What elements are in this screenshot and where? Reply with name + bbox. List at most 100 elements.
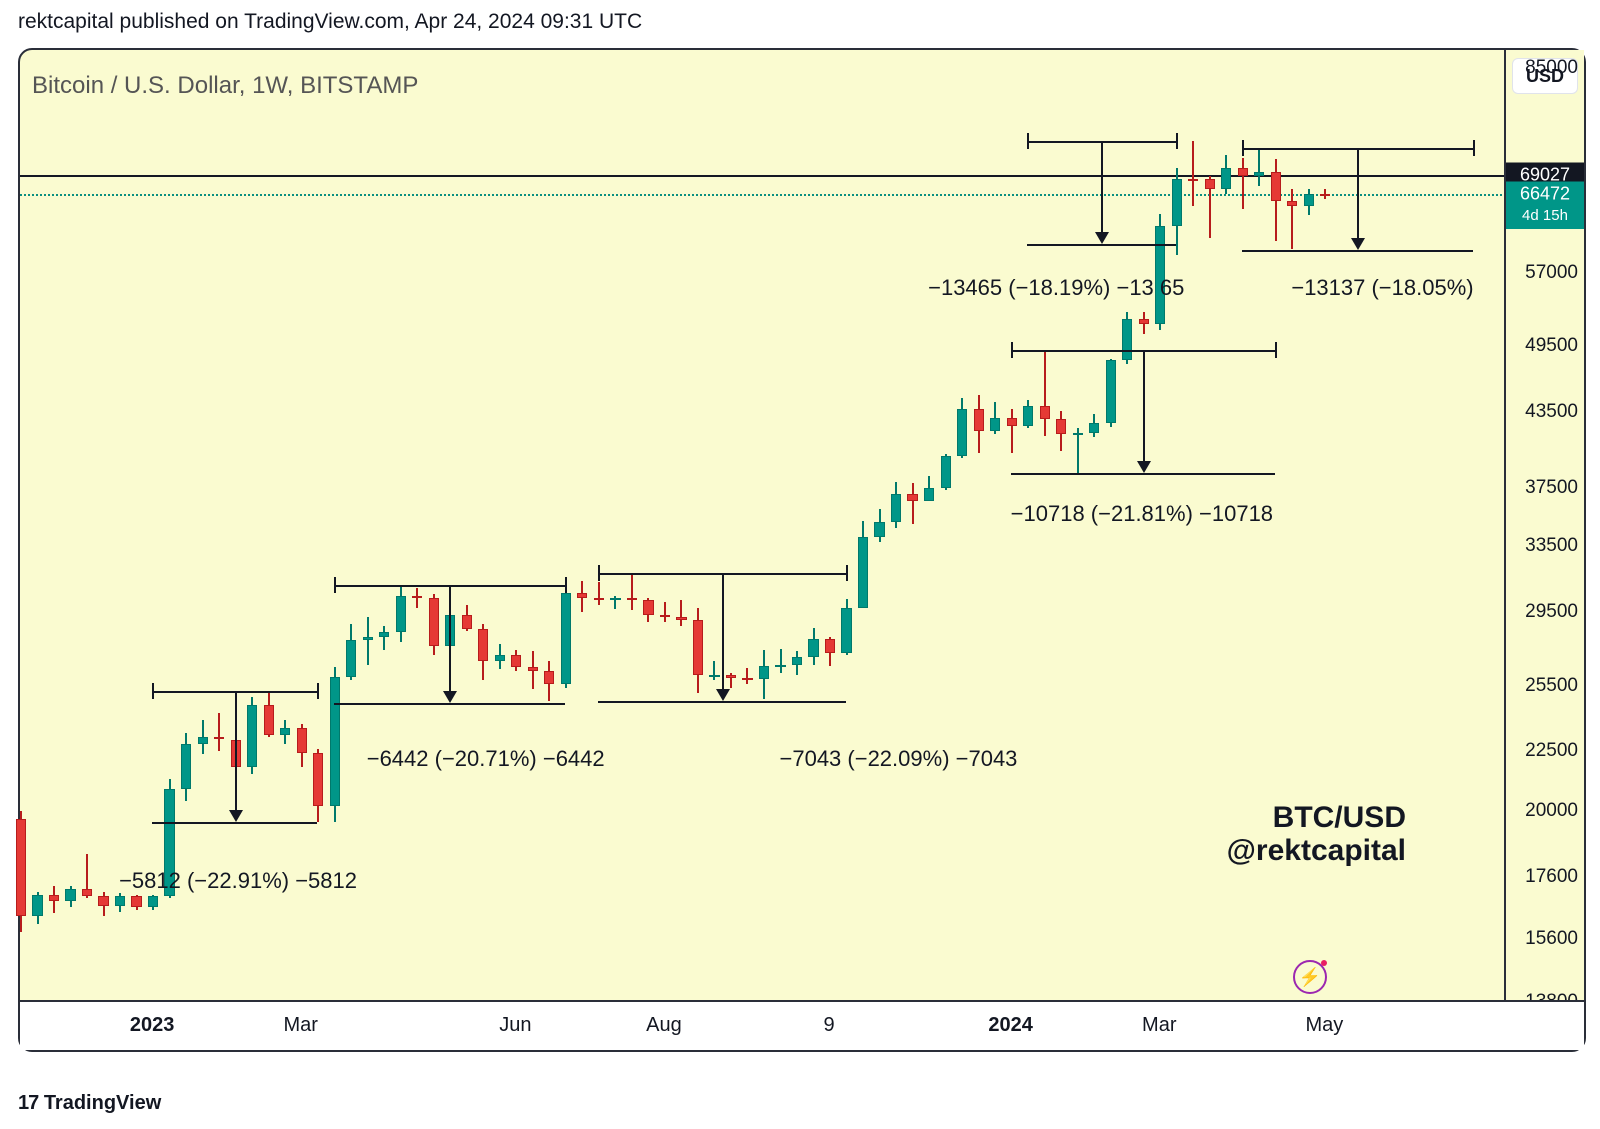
candle-body[interactable]	[82, 889, 92, 897]
candle-body[interactable]	[478, 629, 488, 661]
candle-body[interactable]	[1172, 179, 1182, 226]
candle-body[interactable]	[693, 620, 703, 675]
candle-body[interactable]	[1221, 168, 1231, 188]
candle-body[interactable]	[841, 608, 851, 653]
candle-body[interactable]	[495, 655, 505, 661]
candle-body[interactable]	[1139, 319, 1149, 324]
range-label[interactable]: −13137 (−18.05%)	[1291, 275, 1473, 301]
range-line[interactable]	[1011, 473, 1275, 475]
candle-body[interactable]	[792, 657, 802, 665]
candle-body[interactable]	[907, 494, 917, 501]
candle-body[interactable]	[131, 896, 141, 907]
candle-body[interactable]	[1205, 179, 1215, 188]
candle-body[interactable]	[330, 677, 340, 807]
candle-body[interactable]	[280, 728, 290, 735]
candle-body[interactable]	[627, 598, 637, 600]
candle-body[interactable]	[1320, 194, 1330, 196]
candle-body[interactable]	[709, 675, 719, 677]
candle-body[interactable]	[1056, 419, 1066, 434]
candle-body[interactable]	[858, 537, 868, 608]
range-arrow[interactable]	[235, 691, 237, 812]
y-axis[interactable]: USD 850005700049500435003750033500295002…	[1504, 50, 1584, 1002]
candle-body[interactable]	[577, 593, 587, 598]
chart-container[interactable]: Bitcoin / U.S. Dollar, 1W, BITSTAMP −581…	[18, 48, 1586, 1052]
range-line[interactable]	[1027, 244, 1176, 246]
candle-body[interactable]	[32, 895, 42, 917]
candle-body[interactable]	[643, 600, 653, 616]
candle-body[interactable]	[65, 889, 75, 901]
range-arrow[interactable]	[1143, 350, 1145, 464]
candle-body[interactable]	[544, 671, 554, 685]
candle-body[interactable]	[941, 456, 951, 489]
candle-body[interactable]	[115, 896, 125, 905]
range-label[interactable]: −7043 (−22.09%) −7043	[780, 746, 1018, 772]
range-label[interactable]: −6442 (−20.71%) −6442	[367, 746, 605, 772]
candle-body[interactable]	[1254, 172, 1264, 176]
candle-body[interactable]	[214, 737, 224, 739]
horizontal-price-line[interactable]	[20, 194, 1506, 196]
candle-body[interactable]	[346, 640, 356, 676]
candle-body[interactable]	[1188, 179, 1198, 181]
candle-body[interactable]	[1287, 201, 1297, 207]
candle-body[interactable]	[429, 598, 439, 646]
candle-body[interactable]	[1304, 194, 1314, 207]
candle-body[interactable]	[462, 615, 472, 629]
candle-body[interactable]	[974, 409, 984, 431]
candle-body[interactable]	[594, 598, 604, 600]
candle-body[interactable]	[775, 665, 785, 667]
range-label[interactable]: −13465 (−18.19%) −13 65	[928, 275, 1184, 301]
candle-body[interactable]	[1007, 418, 1017, 426]
candle-body[interactable]	[808, 639, 818, 657]
range-arrow[interactable]	[449, 585, 451, 693]
range-label[interactable]: −10718 (−21.81%) −10718	[1011, 501, 1273, 527]
candle-body[interactable]	[874, 522, 884, 537]
candle-body[interactable]	[610, 598, 620, 600]
candle-body[interactable]	[1089, 423, 1099, 433]
candle-body[interactable]	[676, 617, 686, 620]
range-label[interactable]: −5812 (−22.91%) −5812	[119, 868, 357, 894]
candle-body[interactable]	[891, 494, 901, 522]
candle-body[interactable]	[1106, 360, 1116, 422]
candle-body[interactable]	[726, 675, 736, 679]
snapshot-icon[interactable]: ⚡	[1293, 960, 1327, 994]
x-axis[interactable]: 2023MarJunAug92024MarMay	[20, 1000, 1584, 1050]
candle-body[interactable]	[247, 705, 257, 767]
candle-body[interactable]	[148, 896, 158, 907]
range-line[interactable]	[598, 701, 846, 703]
candle-body[interactable]	[990, 418, 1000, 431]
candle-body[interactable]	[759, 666, 769, 680]
candle-body[interactable]	[49, 895, 59, 901]
candle-body[interactable]	[1073, 433, 1083, 435]
candle-body[interactable]	[1023, 406, 1033, 426]
candle-body[interactable]	[264, 705, 274, 735]
candle-body[interactable]	[660, 615, 670, 617]
candle-body[interactable]	[16, 819, 26, 916]
candle-body[interactable]	[1122, 319, 1132, 360]
candle-body[interactable]	[1238, 168, 1248, 175]
candle-body[interactable]	[313, 753, 323, 806]
range-arrow[interactable]	[722, 573, 724, 691]
candle-body[interactable]	[924, 488, 934, 500]
horizontal-price-line[interactable]	[20, 175, 1506, 177]
candle-body[interactable]	[181, 744, 191, 789]
candle-body[interactable]	[363, 637, 373, 641]
candle-body[interactable]	[742, 678, 752, 680]
candle-body[interactable]	[511, 655, 521, 667]
range-arrow[interactable]	[1101, 141, 1103, 234]
candle-body[interactable]	[396, 596, 406, 632]
candle-body[interactable]	[198, 737, 208, 744]
candle-body[interactable]	[297, 728, 307, 753]
plot-area[interactable]: Bitcoin / U.S. Dollar, 1W, BITSTAMP −581…	[20, 50, 1506, 1002]
range-line[interactable]	[334, 703, 565, 705]
range-arrow[interactable]	[1357, 148, 1359, 240]
candle-body[interactable]	[528, 667, 538, 671]
candle-body[interactable]	[1040, 406, 1050, 419]
candle-body[interactable]	[412, 596, 422, 598]
range-line[interactable]	[152, 822, 317, 824]
candle-body[interactable]	[561, 593, 571, 685]
range-line[interactable]	[1242, 250, 1473, 252]
candle-body[interactable]	[1271, 172, 1281, 201]
candle-body[interactable]	[379, 632, 389, 637]
candle-body[interactable]	[957, 409, 967, 456]
candle-body[interactable]	[98, 896, 108, 905]
